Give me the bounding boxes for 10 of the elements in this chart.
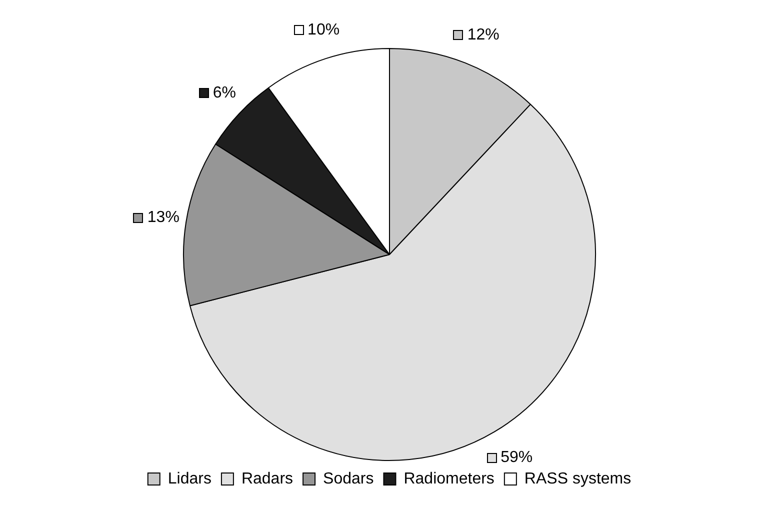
legend-label: Lidars xyxy=(168,470,212,488)
legend-label: Radiometers xyxy=(404,470,494,488)
data-label: 13% xyxy=(147,208,180,226)
legend-label: Sodars xyxy=(323,470,374,488)
data-label: 12% xyxy=(467,26,500,44)
legend-label: Radars xyxy=(241,470,294,488)
data-label: 59% xyxy=(500,449,533,466)
data-label: 10% xyxy=(308,21,340,38)
legend-label: RASS systems xyxy=(524,470,632,488)
data-label: 6% xyxy=(212,84,236,102)
